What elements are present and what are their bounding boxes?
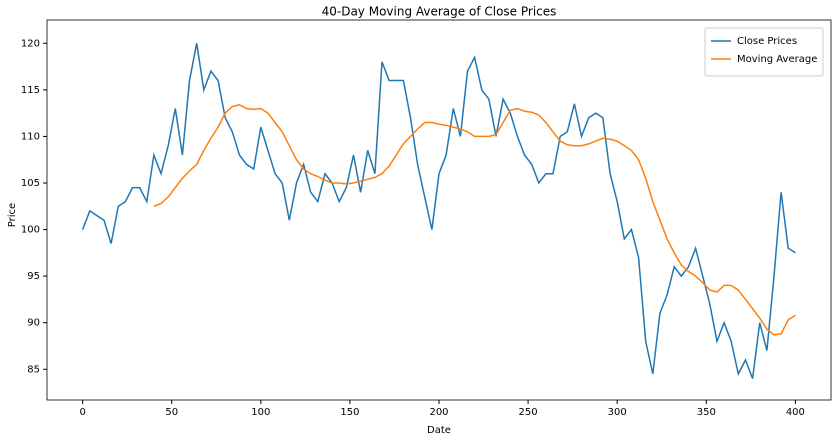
y-tick-label: 95 (27, 271, 40, 282)
plot-frame (46, 19, 832, 401)
y-tick-label: 105 (21, 178, 40, 189)
x-tick-label: 100 (251, 407, 270, 418)
y-axis-label: Price (7, 203, 18, 227)
legend-label: Moving Average (737, 54, 817, 65)
series-line (153, 104, 796, 336)
x-tick-label: 150 (340, 407, 359, 418)
chart-title: 40-Day Moving Average of Close Prices (322, 5, 557, 19)
y-tick-label: 85 (27, 364, 40, 375)
y-tick-label: 110 (21, 131, 40, 142)
legend-label: Close Prices (737, 36, 797, 47)
x-tick-label: 250 (519, 407, 538, 418)
legend-box (704, 27, 824, 77)
y-tick-label: 90 (27, 318, 40, 329)
x-tick-label: 300 (608, 407, 627, 418)
x-tick-label: 200 (429, 407, 448, 418)
x-tick-label: 0 (79, 407, 85, 418)
series-line (81, 43, 796, 379)
y-tick-label: 100 (21, 225, 40, 236)
y-tick-label: 120 (21, 38, 40, 49)
x-axis-label: Date (427, 425, 451, 436)
x-tick-label: 50 (165, 407, 178, 418)
x-tick-label: 350 (697, 407, 716, 418)
y-tick-label: 115 (21, 85, 40, 96)
x-tick-label: 400 (786, 407, 805, 418)
